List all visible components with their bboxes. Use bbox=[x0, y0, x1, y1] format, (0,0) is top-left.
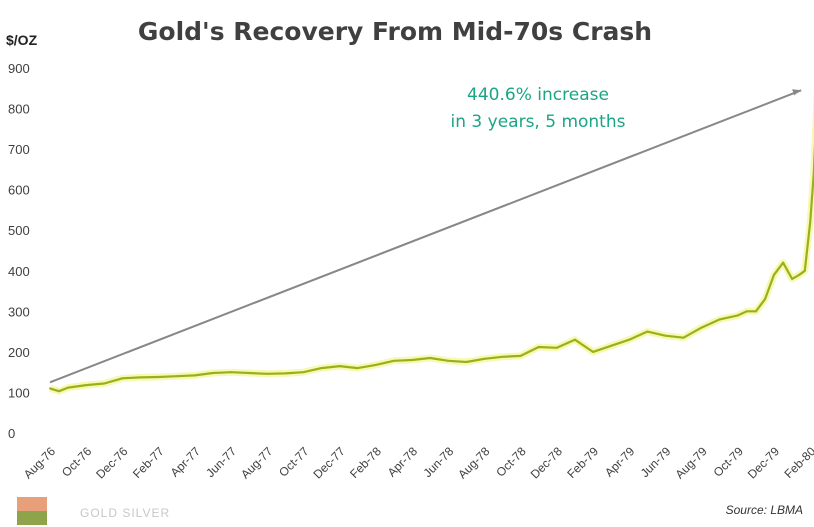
price-point bbox=[736, 314, 739, 317]
x-tick-label: Oct-79 bbox=[711, 444, 747, 480]
x-tick-label: Apr-77 bbox=[168, 444, 204, 480]
price-point bbox=[139, 376, 142, 379]
y-tick-label: 300 bbox=[8, 304, 30, 319]
annotation-line-2: in 3 years, 5 months bbox=[451, 112, 626, 132]
price-point bbox=[175, 375, 178, 378]
price-point bbox=[266, 372, 269, 375]
x-tick-label: Feb-80 bbox=[782, 444, 814, 481]
price-point bbox=[782, 261, 785, 264]
logo-mark-bottom bbox=[17, 511, 47, 525]
price-point bbox=[610, 344, 613, 347]
price-point bbox=[592, 350, 594, 353]
price-point bbox=[763, 298, 766, 301]
x-tick-label: Jun-78 bbox=[420, 444, 456, 480]
price-point bbox=[392, 359, 395, 362]
price-point bbox=[809, 221, 812, 224]
x-tick-label: Oct-76 bbox=[59, 444, 95, 480]
price-line-glow bbox=[48, 87, 814, 395]
price-point bbox=[745, 310, 748, 313]
x-tick-label: Oct-77 bbox=[276, 444, 312, 480]
x-tick-label: Dec-78 bbox=[528, 444, 565, 481]
x-tick-label: Apr-79 bbox=[602, 444, 638, 480]
x-tick-label: Dec-76 bbox=[93, 444, 130, 481]
x-tick-label: Jun-79 bbox=[638, 444, 674, 480]
y-tick-label: 700 bbox=[8, 142, 30, 157]
price-point bbox=[664, 334, 667, 337]
price-point bbox=[302, 371, 305, 374]
y-tick-label: 0 bbox=[8, 426, 15, 441]
price-point bbox=[85, 384, 88, 387]
price-point bbox=[284, 372, 287, 375]
price-point bbox=[121, 377, 124, 380]
x-tick-label: Aug-78 bbox=[455, 444, 492, 481]
price-point bbox=[537, 346, 540, 349]
price-point bbox=[429, 356, 432, 359]
y-tick-label: 600 bbox=[8, 183, 30, 198]
x-tick-label: Jun-77 bbox=[203, 444, 239, 480]
y-tick-label: 500 bbox=[8, 223, 30, 238]
y-axis-label: $/OZ bbox=[6, 32, 38, 48]
price-point bbox=[573, 338, 576, 341]
price-point bbox=[773, 273, 775, 276]
source-note: Source: LBMA bbox=[726, 503, 803, 517]
price-point bbox=[700, 326, 703, 329]
price-point bbox=[646, 330, 649, 333]
price-point bbox=[58, 390, 61, 393]
y-tick-label: 800 bbox=[8, 102, 30, 117]
price-point bbox=[157, 376, 160, 379]
price-point bbox=[803, 269, 806, 272]
y-tick-labels: 0 100 200 300 400 500 600 700 800 900 bbox=[8, 61, 30, 441]
price-point bbox=[791, 277, 794, 280]
price-point bbox=[320, 367, 323, 370]
y-tick-label: 900 bbox=[8, 61, 30, 76]
price-point bbox=[555, 346, 558, 349]
x-tick-label: Aug-77 bbox=[238, 444, 275, 481]
x-tick-label: Oct-78 bbox=[493, 444, 529, 480]
price-point bbox=[211, 371, 214, 374]
logo: GOLD SILVER bbox=[17, 497, 170, 525]
price-point bbox=[718, 318, 721, 321]
trend-line bbox=[49, 89, 802, 384]
x-tick-label: Feb-77 bbox=[130, 444, 167, 481]
x-tick-label: Dec-79 bbox=[745, 444, 782, 481]
annotation-line-1: 440.6% increase bbox=[467, 85, 609, 105]
y-tick-label: 200 bbox=[8, 345, 30, 360]
chart-title: Gold's Recovery From Mid-70s Crash bbox=[138, 17, 652, 46]
price-point bbox=[193, 374, 196, 377]
trend-arrow-head bbox=[792, 89, 802, 96]
logo-text: GOLD SILVER bbox=[80, 506, 170, 520]
price-point bbox=[248, 371, 251, 374]
logo-mark-top bbox=[17, 497, 47, 511]
price-point bbox=[338, 365, 341, 368]
x-tick-label: Aug-76 bbox=[21, 444, 58, 481]
price-line bbox=[49, 142, 814, 393]
series-group bbox=[48, 87, 814, 395]
price-point bbox=[628, 338, 631, 341]
price-point bbox=[49, 387, 51, 390]
price-point bbox=[67, 386, 70, 389]
y-tick-label: 400 bbox=[8, 264, 30, 279]
x-tick-label: Aug-79 bbox=[672, 444, 709, 481]
price-point bbox=[374, 363, 377, 366]
price-point bbox=[501, 355, 504, 358]
x-tick-label: Feb-78 bbox=[347, 444, 384, 481]
price-point bbox=[411, 359, 413, 361]
price-point bbox=[230, 371, 232, 374]
y-tick-label: 100 bbox=[8, 385, 30, 400]
price-point bbox=[465, 361, 468, 364]
x-tick-label: Feb-79 bbox=[564, 444, 601, 481]
price-point bbox=[483, 357, 486, 360]
x-tick-label: Dec-77 bbox=[310, 444, 347, 481]
price-point bbox=[682, 336, 685, 339]
price-point bbox=[103, 382, 106, 385]
x-tick-label: Apr-78 bbox=[385, 444, 421, 480]
price-point bbox=[447, 359, 450, 362]
price-point bbox=[754, 310, 757, 313]
price-point bbox=[798, 273, 801, 276]
price-point bbox=[356, 367, 359, 370]
price-point bbox=[519, 354, 522, 357]
